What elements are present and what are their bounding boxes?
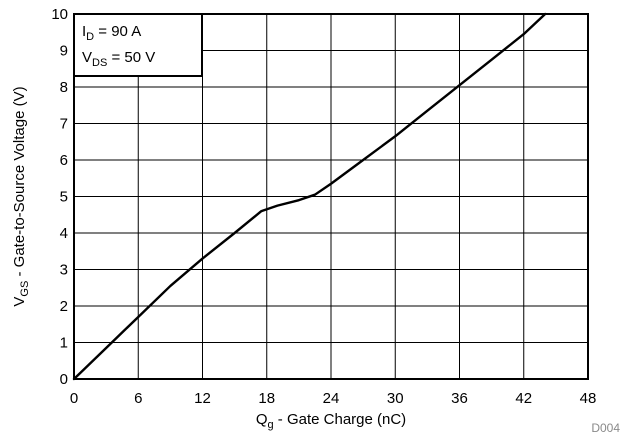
- y-axis-title-sub: GS: [19, 281, 31, 297]
- y-tick-labels: 0 1 2 3 4 5 6 7 8 9 10: [51, 6, 68, 388]
- x-tick-label: 42: [515, 390, 532, 407]
- y-axis-title-rest: - Gate-to-Source Voltage (V): [11, 86, 28, 280]
- y-tick-label: 4: [60, 225, 68, 242]
- x-tick-label: 0: [70, 390, 78, 407]
- x-axis-title-sub: g: [268, 419, 274, 431]
- plot-frame: [73, 13, 589, 380]
- y-tick-label: 6: [60, 152, 68, 169]
- x-tick-label: 18: [258, 390, 275, 407]
- x-tick-label: 24: [323, 390, 340, 407]
- grid-lines: [73, 13, 589, 380]
- y-tick-label: 8: [60, 79, 68, 96]
- x-tick-label: 30: [387, 390, 404, 407]
- legend-box: ID = 90 A VDS = 50 V: [73, 13, 203, 77]
- y-tick-label: 7: [60, 116, 68, 133]
- legend-entry-drain-current: ID = 90 A: [82, 23, 141, 43]
- x-tick-label: 6: [134, 390, 142, 407]
- x-tick-label: 36: [451, 390, 468, 407]
- legend-entry-drain-source-voltage: VDS = 50 V: [82, 49, 155, 69]
- y-axis-title-main: V: [11, 297, 28, 307]
- y-tick-label: 5: [60, 189, 68, 206]
- y-tick-label: 2: [60, 298, 68, 315]
- figure-code: D004: [591, 421, 620, 435]
- x-tick-labels: 0 6 12 18 24 30 36 42 48: [70, 390, 597, 407]
- y-tick-label: 9: [60, 43, 68, 60]
- x-tick-label: 12: [194, 390, 211, 407]
- y-tick-label: 3: [60, 262, 68, 279]
- y-axis-title: VGS - Gate-to-Source Voltage (V): [11, 86, 31, 306]
- x-axis-title-rest: - Gate Charge (nC): [274, 411, 407, 428]
- x-tick-label: 48: [580, 390, 597, 407]
- series-line-0: [72, 12, 547, 381]
- x-axis-title: Qg - Gate Charge (nC): [256, 411, 406, 431]
- legend-frame: [73, 13, 203, 77]
- x-axis-title-main: Q: [256, 411, 268, 428]
- y-tick-label: 10: [51, 6, 68, 23]
- series-layer: [72, 12, 547, 381]
- y-tick-label: 1: [60, 335, 68, 352]
- y-tick-label: 0: [60, 371, 68, 388]
